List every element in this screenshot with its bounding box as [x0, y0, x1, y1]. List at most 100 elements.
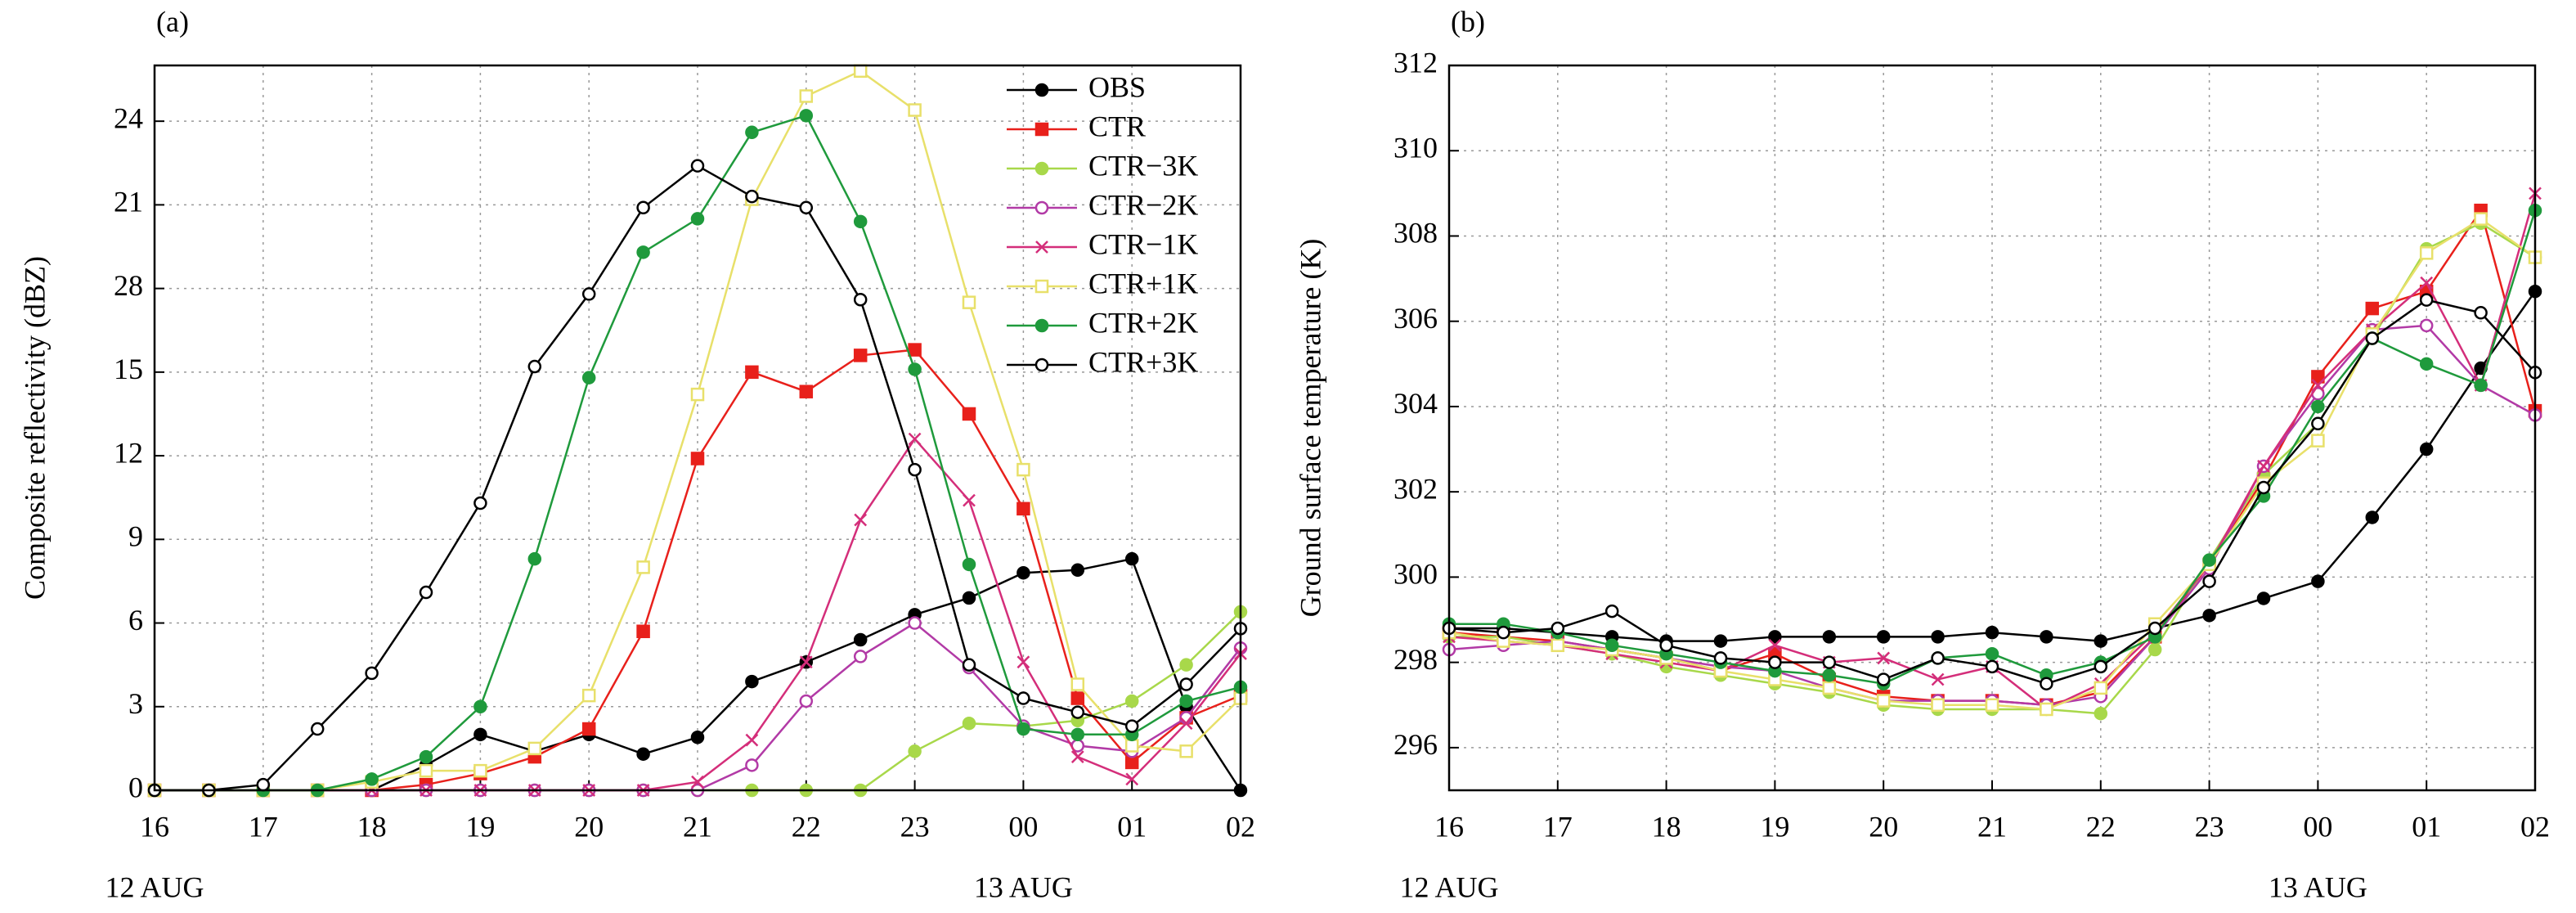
marker: [799, 694, 814, 708]
marker: [908, 744, 922, 758]
x-tick-label: 02: [1226, 810, 1255, 843]
marker: [2094, 681, 2108, 695]
y-tick-label: 21: [114, 186, 143, 218]
marker: [2420, 276, 2434, 290]
marker: [745, 189, 759, 204]
marker: [690, 159, 705, 173]
x-tick-label: 01: [2412, 810, 2441, 843]
marker: [365, 666, 379, 681]
legend-marker: [1034, 83, 1049, 97]
y-tick-label: 298: [1393, 643, 1438, 676]
marker: [527, 741, 542, 756]
marker: [1822, 655, 1837, 669]
marker: [799, 109, 814, 123]
marker: [2040, 630, 2053, 644]
marker: [908, 432, 922, 446]
legend-marker: [1034, 122, 1049, 137]
plot-frame: [153, 64, 1242, 792]
y-tick-label: 296: [1393, 728, 1438, 761]
marker: [1124, 755, 1139, 770]
marker: [853, 64, 868, 79]
marker: [1016, 462, 1030, 477]
marker: [527, 359, 542, 374]
marker: [1070, 691, 1085, 705]
x-tick-label: 02: [2520, 810, 2550, 843]
marker: [962, 658, 976, 672]
marker: [1016, 565, 1030, 580]
marker: [853, 632, 868, 647]
marker: [1070, 563, 1085, 578]
marker: [2147, 642, 2162, 657]
marker: [2365, 301, 2380, 316]
marker: [2202, 574, 2216, 588]
marker: [1124, 719, 1139, 733]
legend-label: CTR: [1088, 110, 1146, 142]
marker: [2365, 510, 2380, 524]
marker: [799, 385, 814, 398]
x-tick-label: 22: [2086, 810, 2116, 843]
panel-title: (a): [156, 5, 189, 38]
y-tick-label: 312: [1393, 46, 1438, 79]
marker: [1179, 694, 1193, 708]
y-tick-label: 308: [1393, 217, 1438, 250]
marker: [1931, 651, 1945, 665]
y-tick-label: 12: [114, 436, 143, 469]
marker: [963, 493, 976, 507]
y-tick-label: 6: [128, 604, 143, 636]
marker: [1931, 698, 1945, 713]
legend-label: CTR+2K: [1088, 306, 1198, 339]
marker: [1497, 625, 1510, 640]
marker: [1604, 604, 1619, 618]
marker: [1822, 668, 1837, 682]
marker: [1125, 772, 1139, 786]
marker: [256, 777, 271, 792]
marker: [1985, 659, 1999, 674]
legend-marker: [1034, 161, 1049, 176]
marker: [636, 560, 650, 574]
marker: [2311, 370, 2325, 384]
marker: [581, 722, 596, 736]
x-tick-label: 21: [1977, 810, 2007, 843]
marker: [419, 763, 433, 778]
marker: [2474, 306, 2488, 320]
marker: [1985, 646, 1999, 661]
x-tick-label: 20: [574, 810, 604, 843]
marker: [691, 775, 704, 789]
marker: [2419, 293, 2434, 307]
marker: [745, 758, 759, 772]
marker: [745, 674, 759, 689]
plot-frame: [1447, 64, 2537, 792]
legend-label: CTR+3K: [1088, 345, 1198, 378]
marker: [853, 349, 868, 362]
marker: [962, 591, 976, 605]
x-tick-label: 18: [357, 810, 387, 843]
marker: [2256, 480, 2271, 495]
y-tick-label: 9: [128, 520, 143, 553]
marker: [473, 699, 487, 714]
y-axis-label: Ground surface temperature (K): [1294, 239, 1326, 618]
marker: [1124, 739, 1139, 753]
marker: [2311, 399, 2325, 414]
x-tick-label: 16: [1434, 810, 1464, 843]
marker: [2474, 212, 2488, 226]
marker: [1179, 658, 1193, 672]
marker: [1016, 501, 1030, 516]
marker: [908, 103, 922, 117]
x-tick-label: 23: [2195, 810, 2224, 843]
marker: [1713, 634, 1728, 648]
legend-label: OBS: [1088, 70, 1146, 103]
panel: 16 17 18 19 20 21 22 23 00 01 02 0 3 6 9 12 15 28 21 24 12 A…: [18, 5, 1255, 903]
marker: [1070, 705, 1085, 719]
marker: [908, 362, 922, 376]
marker: [1016, 722, 1030, 736]
marker: [473, 763, 487, 778]
y-tick-label: 24: [114, 101, 143, 134]
marker: [1179, 744, 1193, 758]
x-tick-label: 18: [1652, 810, 1681, 843]
marker: [962, 407, 976, 421]
legend-marker: [1034, 200, 1049, 215]
marker: [2094, 706, 2108, 721]
x-tick-label: 20: [1869, 810, 1898, 843]
marker: [690, 452, 705, 465]
